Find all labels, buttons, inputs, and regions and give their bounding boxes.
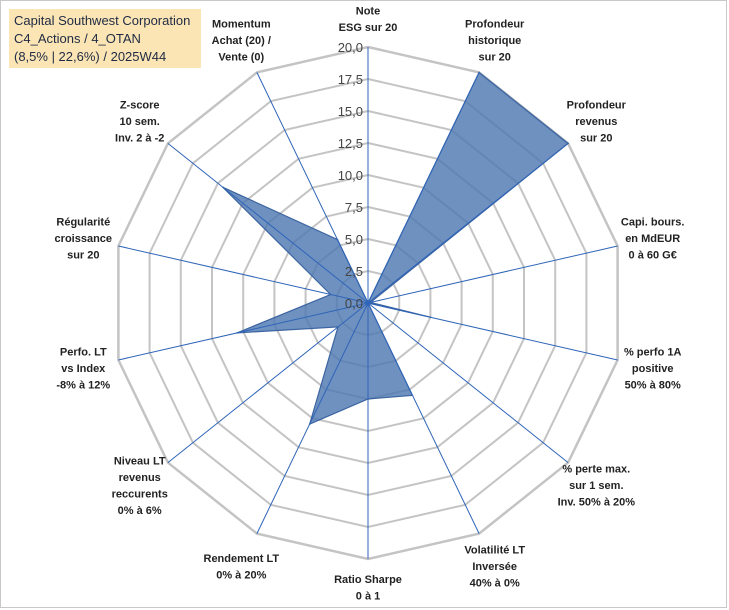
company-name: Capital Southwest Corporation bbox=[14, 13, 191, 28]
axis-label-3: Capi. bours. en MdEUR 0 à 60 G€ bbox=[621, 217, 685, 262]
axis-label-7-line-0: Ratio Sharpe bbox=[334, 574, 402, 586]
axis-label-9-line-2: reccurents bbox=[112, 488, 168, 500]
axis-label-6-line-2: 40% à 0% bbox=[470, 578, 520, 590]
spoke-10 bbox=[118, 302, 369, 361]
axis-label-2: Profondeur revenus sur 20 bbox=[567, 99, 627, 144]
tick-label-1: 2,5 bbox=[345, 264, 363, 279]
axis-label-13-line-1: Achat (20) / bbox=[212, 35, 271, 47]
axis-label-9: Niveau LT revenus reccurents 0% à 6% bbox=[112, 455, 168, 517]
axis-label-5-line-2: Inv. 50% à 20% bbox=[558, 497, 636, 509]
chart-title-box: Capital Southwest Corporation C4_Actions… bbox=[9, 9, 201, 68]
axis-label-1-line-0: Profondeur bbox=[465, 18, 525, 30]
axis-label-4-line-1: positive bbox=[632, 363, 674, 375]
spoke-2 bbox=[367, 143, 569, 304]
axis-label-6-line-0: Volatilité LT bbox=[464, 545, 525, 557]
axis-label-11: Régularité croissance sur 20 bbox=[55, 217, 112, 262]
axis-label-4-line-0: % perfo 1A bbox=[624, 347, 682, 359]
axis-label-9-line-0: Niveau LT bbox=[114, 455, 166, 467]
tick-label-3: 7,5 bbox=[345, 200, 363, 215]
axis-label-6-line-1: Inversée bbox=[472, 561, 517, 573]
axis-label-7-line-1: 0 à 1 bbox=[356, 591, 380, 603]
axis-label-3-line-2: 0 à 60 G€ bbox=[629, 250, 677, 262]
spoke-1 bbox=[367, 72, 480, 304]
axis-label-0: Note ESG sur 20 bbox=[339, 6, 398, 35]
axis-label-11-line-1: croissance bbox=[55, 233, 112, 245]
axis-label-12: Z-score 10 sem. Inv. 2 à -2 bbox=[115, 99, 164, 144]
axis-label-3-line-1: en MdEUR bbox=[625, 233, 680, 245]
spoke-3 bbox=[367, 245, 618, 304]
spoke-4 bbox=[367, 302, 618, 361]
axis-label-9-line-3: 0% à 6% bbox=[118, 505, 162, 517]
axis-label-0-line-0: Note bbox=[356, 6, 380, 18]
axis-label-4: % perfo 1A positive 50% à 80% bbox=[624, 347, 682, 392]
radar-axis-labels: Note ESG sur 20 Profondeur historique sur 20… bbox=[55, 6, 685, 603]
axis-label-2-line-0: Profondeur bbox=[567, 99, 627, 111]
axis-label-12-line-2: Inv. 2 à -2 bbox=[115, 132, 164, 144]
axis-label-2-line-2: sur 20 bbox=[580, 132, 612, 144]
tick-label-8: 20,0 bbox=[338, 40, 363, 55]
tick-label-4: 10,0 bbox=[338, 168, 363, 183]
tick-label-0: 0,0 bbox=[345, 296, 363, 311]
axis-label-12-line-1: 10 sem. bbox=[120, 116, 160, 128]
tick-label-6: 15,0 bbox=[338, 104, 363, 119]
axis-label-5-line-0: % perte max. bbox=[562, 464, 630, 476]
axis-label-6: Volatilité LT Inversée 40% à 0% bbox=[464, 545, 525, 590]
axis-label-8: Rendement LT 0% à 20% bbox=[204, 553, 280, 582]
spoke-11 bbox=[118, 245, 369, 304]
radar-tick-labels: 0,0 2,5 5,0 7,5 10,0 12,5 15,0 17,5 20,0 bbox=[338, 40, 363, 311]
axis-label-13: Momentum Achat (20) / Vente (0) bbox=[212, 18, 271, 63]
axis-label-8-line-0: Rendement LT bbox=[204, 553, 280, 565]
spoke-13 bbox=[256, 72, 369, 304]
axis-label-8-line-1: 0% à 20% bbox=[216, 569, 266, 581]
axis-label-4-line-2: 50% à 80% bbox=[625, 380, 681, 392]
axis-label-11-line-0: Régularité bbox=[56, 217, 110, 229]
spoke-12 bbox=[167, 143, 369, 304]
axis-label-13-line-0: Momentum bbox=[212, 18, 271, 30]
portfolio-category: C4_Actions / 4_OTAN bbox=[14, 31, 141, 46]
spoke-6 bbox=[367, 302, 480, 534]
axis-label-13-line-2: Vente (0) bbox=[218, 51, 264, 63]
spoke-8 bbox=[256, 302, 369, 534]
spoke-9 bbox=[167, 302, 369, 463]
axis-label-0-line-1: ESG sur 20 bbox=[339, 22, 398, 34]
spoke-5 bbox=[367, 302, 569, 463]
axis-label-9-line-1: revenus bbox=[119, 472, 161, 484]
axis-label-5-line-1: sur 1 sem. bbox=[569, 480, 623, 492]
series-area-0 bbox=[222, 71, 570, 426]
axis-label-10-line-1: vs Index bbox=[61, 363, 106, 375]
axis-label-5: % perte max. sur 1 sem. Inv. 50% à 20% bbox=[558, 464, 636, 509]
axis-label-3-line-0: Capi. bours. bbox=[621, 217, 685, 229]
radar-series bbox=[222, 71, 570, 426]
tick-label-7: 17,5 bbox=[338, 72, 363, 87]
radar-spokes bbox=[118, 47, 618, 559]
axis-label-1: Profondeur historique sur 20 bbox=[465, 18, 525, 63]
performance-week: (8,5% | 22,6%) / 2025W44 bbox=[14, 49, 167, 64]
axis-label-1-line-1: historique bbox=[468, 35, 521, 47]
axis-label-11-line-2: sur 20 bbox=[67, 250, 99, 262]
axis-label-7: Ratio Sharpe 0 à 1 bbox=[334, 574, 402, 603]
tick-label-2: 5,0 bbox=[345, 232, 363, 247]
tick-label-5: 12,5 bbox=[338, 136, 363, 151]
axis-label-10-line-0: Perfo. LT bbox=[60, 347, 107, 359]
axis-label-12-line-0: Z-score bbox=[120, 99, 160, 111]
axis-label-1-line-2: sur 20 bbox=[478, 51, 510, 63]
axis-label-10: Perfo. LT vs Index -8% à 12% bbox=[56, 347, 110, 392]
axis-label-2-line-1: revenus bbox=[575, 116, 617, 128]
axis-label-10-line-2: -8% à 12% bbox=[56, 380, 110, 392]
